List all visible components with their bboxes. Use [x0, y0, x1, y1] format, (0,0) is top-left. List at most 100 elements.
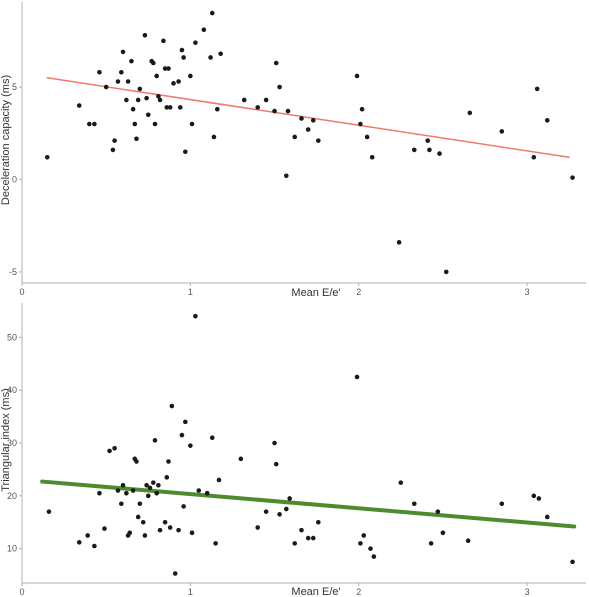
data-point — [310, 118, 316, 123]
data-point — [129, 58, 134, 64]
data-point — [193, 313, 198, 319]
y-axis-label: Triangular index (ms) — [0, 388, 12, 492]
data-point — [437, 151, 442, 156]
data-point — [570, 559, 575, 565]
data-point — [167, 525, 173, 530]
x-tick-label: 1 — [188, 587, 193, 597]
y-axis-label: Deceleration capacity (ms) — [0, 75, 12, 205]
data-point — [398, 480, 404, 485]
data-point — [154, 490, 159, 496]
data-point — [177, 105, 183, 110]
data-point — [354, 73, 360, 79]
data-point — [285, 108, 291, 114]
data-point — [396, 240, 402, 245]
data-point — [119, 501, 124, 507]
data-point — [167, 105, 173, 110]
data-point — [120, 49, 126, 55]
data-point — [157, 527, 163, 533]
data-point — [467, 110, 473, 116]
y-tick-label: 30 — [7, 438, 17, 448]
data-point — [371, 554, 377, 559]
data-point — [130, 488, 136, 493]
data-point — [213, 541, 218, 546]
x-tick-label: 3 — [525, 587, 530, 597]
x-axis-label: Mean E/e' — [291, 586, 340, 597]
y-tick-label: 50 — [7, 332, 17, 342]
data-point — [134, 136, 139, 142]
data-point — [92, 121, 97, 127]
y-tick-label: 40 — [7, 385, 17, 395]
data-point — [102, 526, 107, 531]
data-point — [124, 490, 129, 496]
data-point — [137, 86, 143, 92]
data-point — [277, 84, 282, 90]
data-point — [142, 32, 148, 38]
data-point — [179, 432, 185, 438]
panel-triangular-index: Mean E/e' Triangular index (ms) 0 1 2 3 10 20… — [0, 303, 586, 597]
data-point — [241, 97, 247, 103]
data-point — [125, 79, 131, 84]
y-tick-label: 0 — [12, 174, 17, 184]
data-point — [284, 173, 289, 179]
data-point — [263, 97, 269, 103]
data-point — [134, 459, 139, 464]
data-point — [107, 448, 112, 454]
data-point — [161, 38, 166, 44]
data-point — [145, 493, 151, 499]
data-point — [46, 509, 52, 514]
data-point — [97, 490, 102, 496]
data-point — [172, 571, 178, 576]
data-point — [364, 134, 370, 140]
data-point — [305, 535, 311, 541]
data-point — [218, 51, 223, 57]
data-point — [164, 475, 170, 480]
data-point — [273, 461, 279, 467]
x-tick-label: 1 — [188, 287, 193, 297]
data-point — [277, 512, 282, 517]
data-point — [209, 435, 215, 441]
data-point — [201, 27, 207, 33]
data-point — [427, 147, 432, 153]
data-point — [152, 438, 158, 443]
data-point — [144, 95, 149, 101]
data-point — [208, 55, 213, 60]
data-point — [193, 40, 198, 45]
data-point — [130, 106, 136, 112]
data-point — [188, 73, 193, 79]
data-point — [115, 488, 121, 493]
regression-line — [40, 479, 577, 529]
data-point — [263, 509, 269, 514]
data-point — [147, 485, 153, 491]
data-point — [112, 138, 117, 143]
data-point — [166, 66, 171, 71]
data-point — [216, 477, 222, 483]
data-point — [292, 134, 298, 140]
data-point — [531, 493, 537, 499]
data-point — [112, 445, 117, 451]
data-point — [110, 147, 116, 153]
data-point — [140, 519, 146, 525]
data-point — [157, 97, 163, 103]
data-point — [292, 541, 298, 546]
x-tick-label: 3 — [525, 287, 530, 297]
x-tick-label: 0 — [19, 287, 24, 297]
data-point — [440, 530, 446, 536]
x-tick-label: 2 — [356, 587, 361, 597]
data-point — [135, 97, 141, 103]
y-tick-label: 5 — [12, 82, 17, 92]
data-point — [272, 108, 277, 114]
data-point — [179, 47, 185, 53]
data-point — [287, 496, 292, 501]
data-point — [176, 527, 181, 533]
data-point — [544, 118, 550, 123]
data-point — [536, 496, 542, 501]
data-point — [183, 149, 188, 155]
data-point — [531, 154, 537, 160]
data-point — [411, 147, 417, 153]
data-point — [135, 514, 141, 520]
data-point — [428, 541, 434, 546]
data-point — [44, 154, 50, 160]
y-tick-label: 20 — [7, 491, 17, 501]
data-point — [156, 93, 161, 99]
y-tick-label: 10 — [7, 544, 17, 554]
